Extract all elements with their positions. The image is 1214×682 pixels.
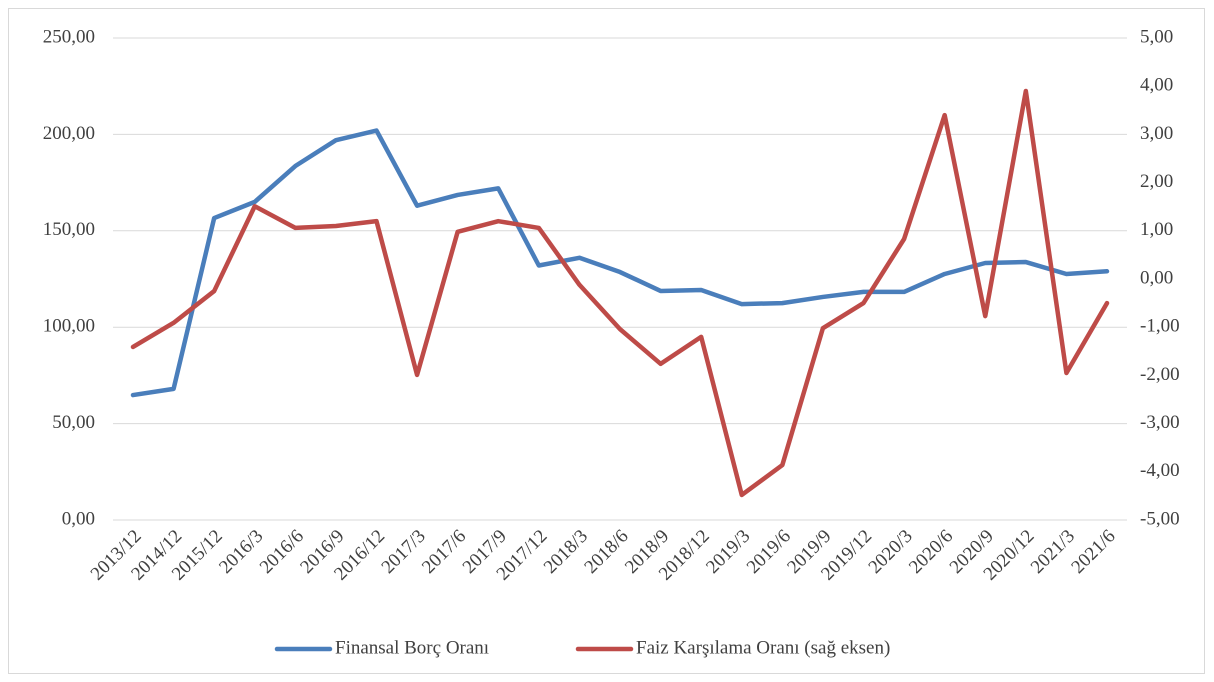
y2-tick-label: 5,00 — [1140, 26, 1173, 47]
y2-tick-label: 4,00 — [1140, 75, 1173, 96]
line-series — [130, 88, 1110, 498]
y-tick-label: 200,00 — [43, 123, 95, 144]
y2-tick-label: 2,00 — [1140, 171, 1173, 192]
y2-tick-label: 0,00 — [1140, 267, 1173, 288]
legend-label: Faiz Karşılama Oranı (sağ eksen) — [636, 637, 890, 658]
y2-tick-label: -5,00 — [1140, 508, 1180, 529]
y2-tick-label: -2,00 — [1140, 364, 1180, 385]
y-tick-label: 250,00 — [43, 26, 95, 47]
y2-tick-label: 3,00 — [1140, 123, 1173, 144]
y-tick-label: 100,00 — [43, 316, 95, 337]
y-tick-label: 0,00 — [62, 508, 95, 529]
y2-tick-label: -1,00 — [1140, 316, 1180, 337]
legend-label: Finansal Borç Oranı — [335, 637, 489, 658]
y2-tick-label: -4,00 — [1140, 460, 1180, 481]
line-series — [130, 128, 1110, 398]
chart-border — [8, 8, 1205, 674]
y-tick-label: 150,00 — [43, 219, 95, 240]
y-tick-label: 50,00 — [52, 412, 95, 433]
y2-tick-label: -3,00 — [1140, 412, 1180, 433]
y2-tick-label: 1,00 — [1140, 219, 1173, 240]
